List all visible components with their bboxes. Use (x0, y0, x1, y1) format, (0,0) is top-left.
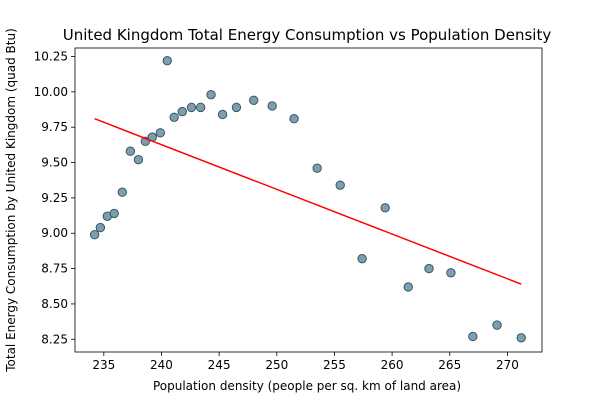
y-tick-label: 9.25 (41, 191, 68, 205)
y-tick-label: 8.75 (41, 262, 68, 276)
y-tick-label: 8.50 (41, 297, 68, 311)
y-tick-label: 9.50 (41, 156, 68, 170)
data-point (95, 222, 106, 233)
y-tick-label: 9.00 (41, 226, 68, 240)
y-tick-label: 10.00 (34, 85, 68, 99)
y-tick-label: 10.25 (34, 49, 68, 63)
x-tick-label: 255 (323, 358, 346, 372)
x-axis-label: Population density (people per sq. km of… (153, 379, 461, 393)
data-point (169, 112, 179, 122)
plot-area: 235 240 245 250 255 260 265 270 8.25 8.50 8.75 9.00… (34, 47, 543, 372)
x-tick-label: 235 (92, 358, 115, 372)
data-point (380, 203, 390, 213)
data-point (195, 102, 206, 113)
y-tick-label: 8.25 (41, 332, 68, 346)
data-point (89, 229, 100, 240)
data-point (249, 95, 259, 106)
data-point (289, 113, 299, 124)
data-point (468, 331, 478, 342)
data-point (403, 282, 413, 292)
data-point (109, 208, 119, 219)
data-point (125, 146, 136, 156)
x-tick-label: 260 (381, 358, 404, 372)
data-point (206, 89, 216, 100)
data-point (177, 106, 187, 117)
y-axis-label: Total Energy Consumption by United Kingd… (4, 28, 18, 373)
x-tick-label: 245 (208, 358, 231, 372)
plot-frame (74, 47, 543, 353)
x-tick-label: 265 (438, 358, 461, 372)
data-point (492, 320, 502, 330)
data-point (231, 102, 242, 113)
trend-line (94, 117, 522, 285)
data-point (424, 263, 434, 274)
data-point (312, 163, 322, 173)
data-point (335, 180, 345, 190)
data-point (155, 128, 166, 138)
y-tick-label: 9.75 (41, 120, 68, 134)
data-point (357, 253, 367, 264)
data-point (186, 102, 197, 113)
data-point (117, 187, 127, 197)
data-point (217, 109, 228, 120)
data-point (446, 268, 456, 278)
x-tick-label: 250 (265, 358, 288, 372)
data-point (133, 155, 144, 165)
data-point (516, 333, 526, 343)
chart-title: United Kingdom Total Energy Consumption … (63, 26, 552, 44)
x-tick-label: 270 (496, 358, 519, 372)
data-point (162, 56, 172, 66)
x-tick-label: 240 (150, 358, 173, 372)
data-point (267, 101, 277, 111)
